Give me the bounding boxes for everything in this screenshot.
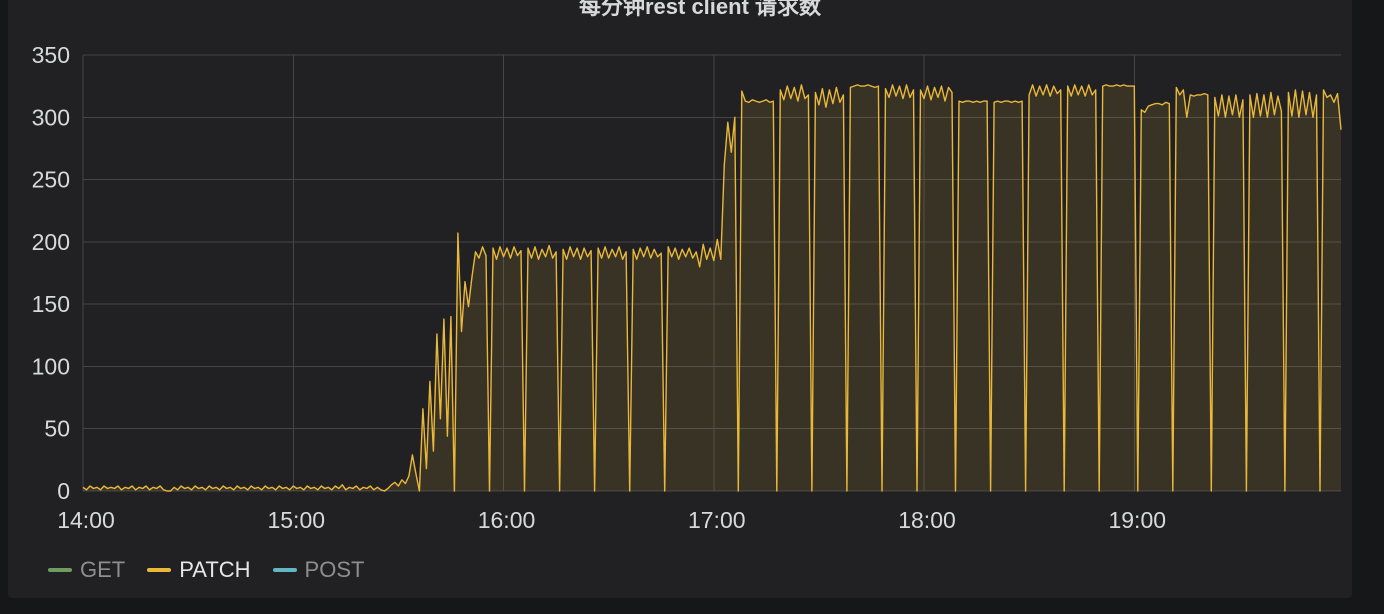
x-tick-label-1900: 19:00 [1108,507,1166,533]
legend-swatch-get [48,568,72,572]
x-tick-label-1400: 14:00 [57,507,115,533]
legend-item-get[interactable]: GET [48,557,125,583]
legend-item-patch[interactable]: PATCH [147,557,251,583]
y-tick-label-150: 150 [32,291,70,317]
x-tick-label-1600: 16:00 [478,507,536,533]
legend-label-post: POST [304,557,365,582]
y-tick-label-50: 50 [44,416,70,442]
chart-svg: 0 50 100 150 200 250 300 350 14:00 15:00 16:00 17:… [32,42,1342,533]
legend-swatch-post [272,568,297,572]
legend: GET PATCH POST [48,557,364,583]
x-tick-label-1800: 18:00 [898,507,956,533]
legend-item-post[interactable]: POST [272,557,365,583]
x-axis-labels: 14:00 15:00 16:00 17:00 18:00 19:00 [57,507,1166,533]
y-tick-label-300: 300 [32,104,70,130]
y-axis-labels: 0 50 100 150 200 250 300 350 [32,42,70,504]
plot-area[interactable] [83,55,1341,491]
series-line-patch [82,84,1342,492]
legend-swatch-patch [147,568,172,572]
y-tick-label-100: 100 [32,353,70,379]
y-tick-label-200: 200 [32,229,70,255]
legend-label-get: GET [80,557,126,582]
x-tick-label-1700: 17:00 [688,507,746,533]
series-layer [82,84,1342,492]
y-tick-label-250: 250 [32,167,70,193]
y-tick-label-350: 350 [32,42,70,68]
x-tick-label-1500: 15:00 [267,507,325,533]
grid [82,54,1341,492]
y-tick-label-0: 0 [57,478,70,504]
graph-panel: 每分钟rest client 请求数 0 50 100 150 200 250 300 350… [8,0,1352,598]
legend-label-patch: PATCH [179,557,251,582]
panel-title[interactable]: 每分钟rest client 请求数 [578,0,822,19]
